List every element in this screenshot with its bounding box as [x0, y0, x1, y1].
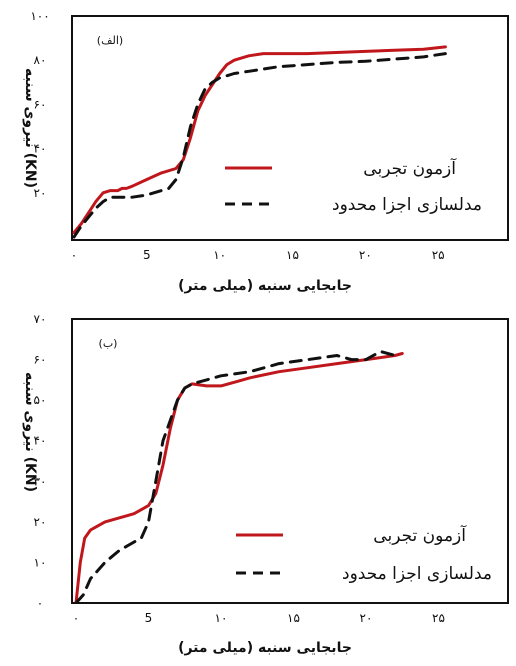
- y-tick-label: ۰: [37, 596, 43, 610]
- x-axis-label-a: جابجایی سنبه (میلی متر): [178, 278, 352, 294]
- y-tick-label: ۱۰۰: [30, 9, 49, 23]
- legend-label-fem-b: مدلسازی اجزا محدود: [342, 564, 492, 584]
- y-axis-label-a: نیروی سنبه (KN): [22, 68, 38, 188]
- x-tick-label: ۲۰: [360, 611, 373, 625]
- x-tick-label: ۱۵: [286, 248, 299, 262]
- x-tick-label: ۲۰: [359, 248, 372, 262]
- x-tick-label: ۰: [73, 611, 79, 625]
- y-tick-label: ۲۰: [34, 186, 47, 200]
- y-tick-label: ۱۰: [34, 555, 47, 569]
- legend-label-experimental-b: آزمون تجربی: [373, 524, 467, 546]
- legend-b: آزمون تجربی مدلسازی اجزا محدود: [236, 524, 492, 584]
- legend-label-fem-a: مدلسازی اجزا محدود: [332, 195, 482, 215]
- panel-label-b: (ب): [99, 337, 118, 350]
- series-group-b: [74, 350, 404, 603]
- x-tick-label: 5: [145, 611, 153, 625]
- x-tick-label: ۱۵: [287, 611, 300, 625]
- y-tick-label: ۸۰: [34, 53, 47, 67]
- x-tick-label: ۱۰: [213, 248, 226, 262]
- series-group-a: [72, 45, 447, 239]
- series-line-fem: [74, 350, 397, 603]
- x-tick-label: ۲۵: [432, 611, 445, 625]
- y-tick-label: ۲۰: [34, 515, 47, 529]
- plot-frame-b: [71, 318, 509, 604]
- x-tick-label: ۰: [71, 248, 77, 262]
- y-tick-label: ۷۰: [34, 312, 47, 326]
- y-axis-ticks-b: ۰ ۱۰ ۲۰ ۳۰ ۴۰ ۵۰ ۶۰ ۷۰: [34, 312, 47, 610]
- x-axis-label-b: جابجایی سنبه (میلی متر): [178, 640, 352, 656]
- y-tick-label: ۶۰: [34, 97, 47, 111]
- y-tick-label: ۵۰: [34, 393, 47, 407]
- y-axis-label-b: نیروی سنبه (KN): [22, 372, 38, 492]
- x-axis-ticks-b: ۰ 5 ۱۰ ۱۵ ۲۰ ۲۵: [73, 611, 445, 625]
- series-line-experimental: [72, 45, 447, 235]
- plot-frame-a: [71, 15, 509, 241]
- y-tick-label: ۴۰: [34, 142, 47, 156]
- legend-label-experimental-a: آزمون تجربی: [363, 157, 457, 179]
- y-tick-label: ۴۰: [34, 434, 47, 448]
- x-tick-label: 5: [143, 248, 151, 262]
- y-tick-label: ۶۰: [34, 353, 47, 367]
- x-tick-label: ۲۵: [432, 248, 445, 262]
- x-axis-ticks-a: ۰ 5 ۱۰ ۱۵ ۲۰ ۲۵: [71, 248, 445, 262]
- x-tick-label: ۱۰: [215, 611, 228, 625]
- series-line-fem: [72, 52, 447, 239]
- chart-panel-a: (الف) ۲۰ ۴۰ ۶۰ ۸۰ ۱۰۰ ۰ 5 ۱۰ ۱۵ ۲۰ ۲۵ نیروی سنبه …: [22, 9, 509, 294]
- legend-a: آزمون تجربی مدلسازی اجزا محدود: [225, 157, 482, 215]
- y-axis-ticks-a: ۲۰ ۴۰ ۶۰ ۸۰ ۱۰۰: [30, 9, 49, 200]
- chart-panel-b: (ب) ۰ ۱۰ ۲۰ ۳۰ ۴۰ ۵۰ ۶۰ ۷۰ ۰ 5 ۱۰ ۱۵ ۲۰ ۲۵ نیروی سنب…: [22, 312, 509, 656]
- panel-label-a: (الف): [97, 34, 123, 47]
- y-tick-label: ۳۰: [34, 474, 47, 488]
